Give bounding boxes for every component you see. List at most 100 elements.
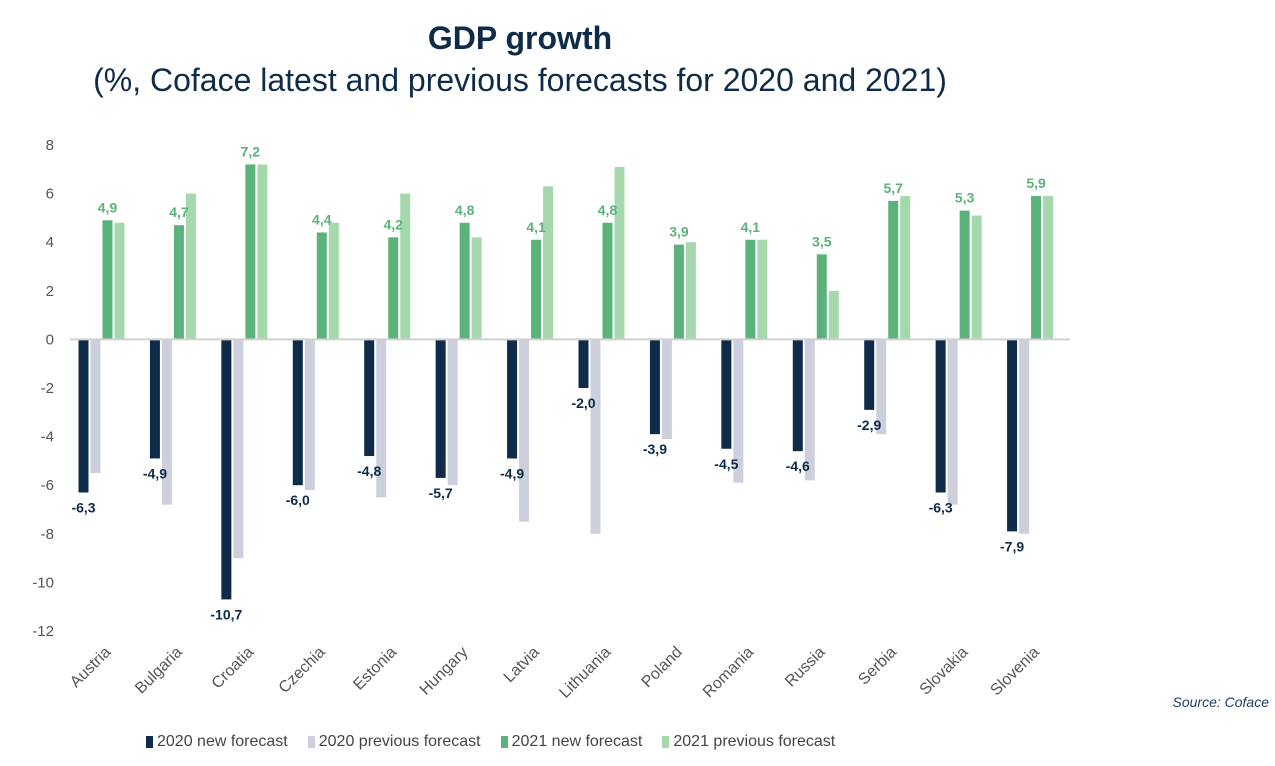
data-label-2020-new: -6,3 — [71, 499, 95, 515]
bar-2020-previous — [876, 339, 887, 435]
bar-2020-new — [864, 339, 875, 410]
legend-item-2020-previous: 2020 previous forecast — [307, 733, 481, 751]
x-category-label: Austria — [67, 644, 114, 691]
data-label-2021-new: 4,7 — [169, 204, 189, 220]
bar-2020-previous — [161, 339, 172, 505]
data-label-2020-new: -6,3 — [929, 499, 953, 515]
x-category-label: Poland — [639, 644, 686, 691]
y-tick-label: 6 — [46, 186, 54, 203]
bar-2021-previous — [400, 193, 411, 340]
bar-2020-previous — [1019, 339, 1030, 534]
y-tick-label: 2 — [46, 283, 54, 300]
legend-swatch-2021-previous — [662, 736, 670, 748]
bar-2021-new — [959, 210, 970, 340]
bar-2020-new — [149, 339, 160, 459]
data-label-2020-new: -6,0 — [286, 492, 310, 508]
bar-2020-new — [507, 339, 518, 459]
legend-item-2021-previous: 2021 previous forecast — [662, 733, 835, 751]
bar-2021-previous — [828, 290, 839, 340]
bar-2021-new — [388, 237, 399, 340]
bar-2020-previous — [304, 339, 315, 491]
x-category-label: Serbia — [855, 644, 900, 689]
data-label-2021-new: 4,9 — [98, 199, 118, 215]
bar-2021-previous — [971, 215, 982, 340]
bar-2021-previous — [328, 222, 339, 340]
bar-2021-new — [673, 244, 684, 340]
data-label-2021-new: 4,4 — [312, 211, 332, 227]
legend-label-2021-new: 2021 new forecast — [511, 733, 643, 750]
bar-2020-previous — [733, 339, 744, 483]
bar-2020-new — [649, 339, 660, 435]
x-category-label: Slovenia — [987, 644, 1042, 699]
bar-2021-new — [531, 239, 542, 340]
bar-2021-new — [102, 220, 113, 340]
bar-2021-previous — [757, 239, 768, 340]
bar-2021-new — [173, 225, 184, 340]
data-label-2021-new: 5,7 — [883, 180, 903, 196]
bar-2021-previous — [257, 164, 268, 340]
bar-2020-previous — [804, 339, 815, 481]
legend-item-2020-new: 2020 new forecast — [146, 733, 288, 751]
x-category-label: Bulgaria — [132, 644, 186, 698]
bar-2021-previous — [114, 222, 125, 340]
bar-2021-new — [888, 200, 899, 340]
bar-2020-previous — [447, 339, 458, 486]
bar-2021-new — [316, 232, 327, 340]
bar-2020-previous — [376, 339, 387, 498]
y-tick-label: 0 — [46, 331, 54, 348]
bar-2021-previous — [1043, 196, 1054, 340]
data-label-2021-new: 4,1 — [741, 219, 761, 235]
data-label-2020-new: -2,9 — [857, 417, 881, 433]
y-tick-label: -6 — [41, 477, 54, 494]
legend-label-2020-new: 2020 new forecast — [157, 733, 288, 750]
bar-2021-previous — [685, 242, 696, 340]
bar-2020-previous — [233, 339, 244, 559]
chart-title: GDP growth — [427, 20, 613, 56]
legend-item-2021-new: 2021 new forecast — [500, 733, 643, 751]
legend-swatch-2021-new — [500, 736, 508, 748]
x-category-label: Czechia — [276, 644, 329, 697]
data-label-2020-new: -4,5 — [714, 456, 738, 472]
data-label-2021-new: 4,8 — [598, 202, 618, 218]
source-note: Source: Coface — [1172, 694, 1270, 710]
legend-label-2021-previous: 2021 previous forecast — [673, 733, 836, 750]
bar-2020-previous — [947, 339, 958, 505]
data-label-2021-new: 5,3 — [955, 190, 975, 206]
bar-2021-new — [745, 239, 756, 340]
legend-swatch-2020-previous — [307, 736, 315, 748]
data-label-2021-new: 4,2 — [383, 216, 403, 232]
data-label-2021-new: 4,8 — [455, 202, 475, 218]
x-category-label: Slovakia — [917, 644, 972, 699]
data-label-2021-new: 3,9 — [669, 224, 689, 240]
legend-label-2020-previous: 2020 previous forecast — [318, 733, 481, 750]
bar-2021-previous — [471, 237, 482, 340]
bar-2021-previous — [185, 193, 196, 340]
data-label-2020-new: -4,9 — [500, 465, 524, 481]
bar-2020-new — [435, 339, 446, 478]
bar-2021-new — [1031, 196, 1042, 340]
x-category-label: Hungary — [417, 644, 472, 699]
data-label-2021-new: 7,2 — [241, 143, 261, 159]
bar-2020-previous — [90, 339, 101, 474]
x-category-label: Romania — [700, 644, 757, 701]
x-category-label: Estonia — [350, 644, 400, 694]
legend-swatch-2020-new — [146, 736, 153, 748]
y-tick-label: -2 — [41, 380, 54, 397]
bar-2020-new — [578, 339, 589, 388]
x-category-label: Russia — [782, 644, 829, 691]
bar-2020-new — [78, 339, 89, 493]
y-tick-label: 8 — [46, 137, 54, 154]
y-tick-label: 4 — [46, 234, 54, 251]
bar-2021-previous — [614, 166, 625, 340]
bar-2021-new — [816, 254, 827, 340]
bar-2021-new — [459, 222, 470, 340]
bar-2020-new — [1007, 339, 1018, 532]
bar-2020-new — [292, 339, 303, 486]
bar-2021-previous — [543, 186, 554, 340]
bar-2021-previous — [900, 196, 911, 340]
x-category-label: Latvia — [501, 644, 543, 686]
bar-2021-new — [245, 164, 256, 340]
y-tick-label: -4 — [41, 429, 54, 446]
data-label-2020-new: -4,9 — [143, 465, 167, 481]
data-label-2020-new: -7,9 — [1000, 538, 1024, 554]
